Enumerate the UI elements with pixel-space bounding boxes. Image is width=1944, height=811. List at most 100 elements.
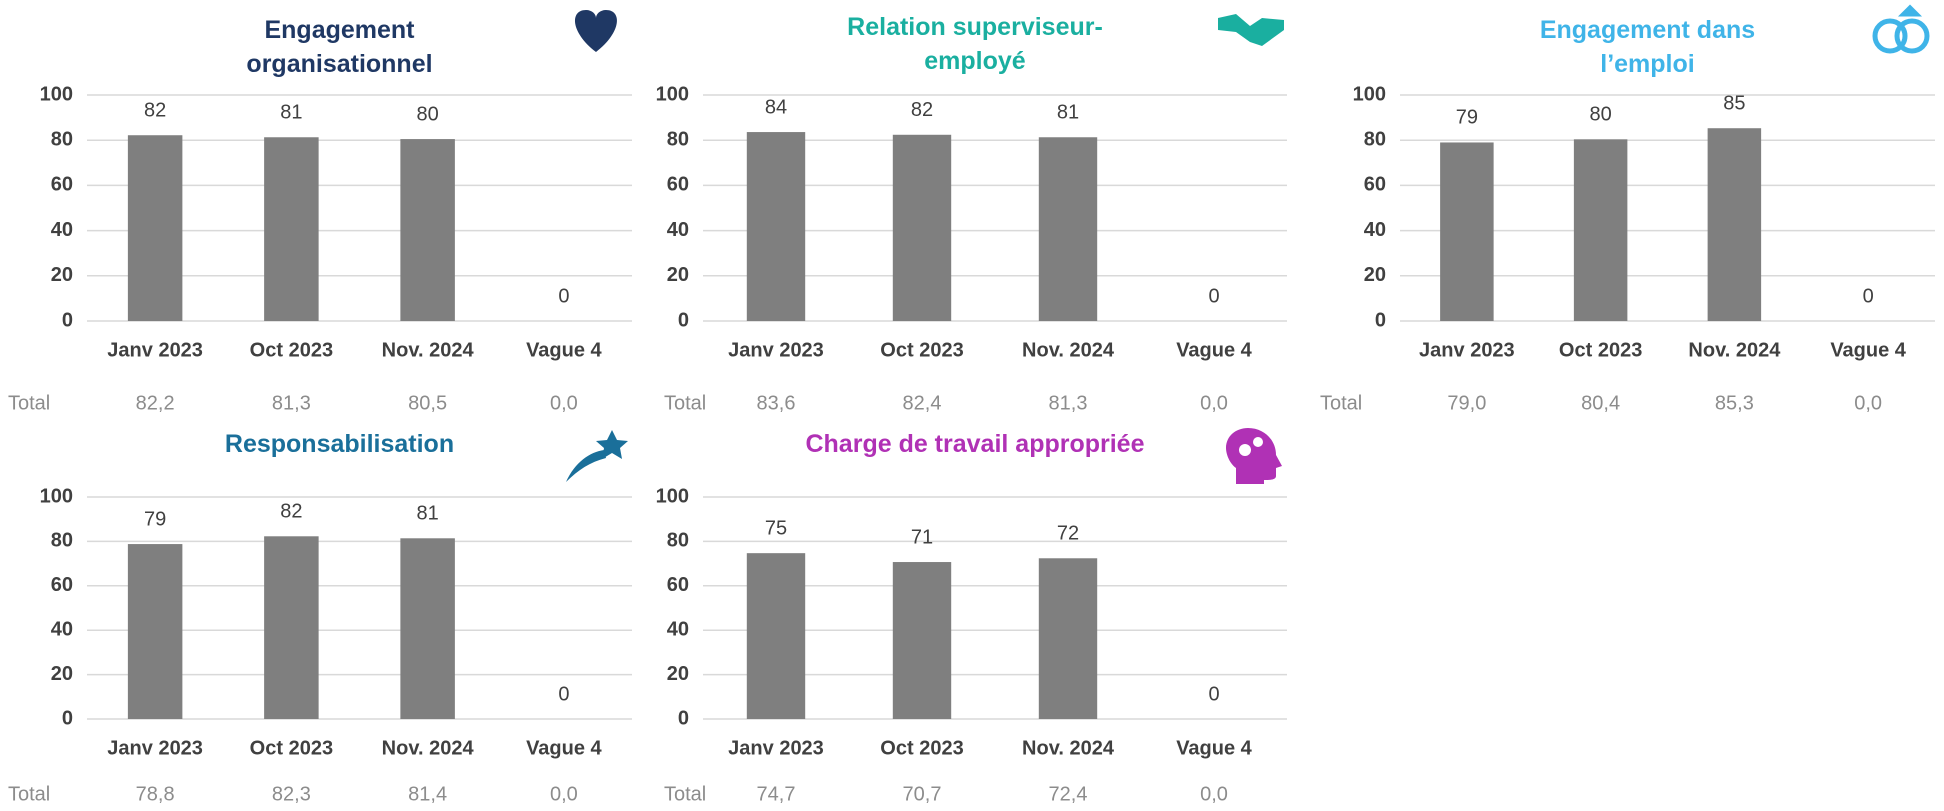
value-label: 0: [1208, 285, 1219, 307]
y-tick-label: 60: [51, 174, 73, 196]
x-tick-label: Nov. 2024: [382, 737, 475, 759]
bar: [892, 562, 952, 719]
y-tick-label: 40: [1364, 219, 1386, 241]
value-label: 0: [1863, 285, 1874, 307]
chart-title: Engagement organisationnel: [246, 16, 433, 78]
y-tick-label: 60: [667, 574, 689, 596]
bar: [1440, 142, 1494, 321]
total-value: 82,2: [136, 392, 175, 414]
x-tick-label: Oct 2023: [880, 339, 963, 361]
bar: [1707, 128, 1762, 321]
bar: [127, 135, 183, 321]
y-tick-label: 40: [51, 219, 73, 241]
bar: [746, 132, 806, 321]
y-tick-label: 20: [51, 264, 73, 286]
total-value: 0,0: [1200, 783, 1228, 805]
y-tick-label: 20: [667, 264, 689, 286]
chart-title: Responsabilisation: [224, 430, 455, 458]
value-label: 82: [144, 100, 166, 122]
y-tick-label: 40: [667, 219, 689, 241]
total-label: Total: [664, 392, 706, 414]
value-label: 80: [417, 103, 439, 125]
value-label: 84: [765, 96, 787, 118]
handshake-icon: [1218, 14, 1284, 46]
y-tick-label: 40: [51, 618, 73, 640]
bar: [1573, 139, 1628, 321]
x-tick-label: Janv 2023: [1419, 339, 1515, 361]
x-tick-label: Oct 2023: [880, 737, 963, 759]
y-tick-label: 20: [1364, 264, 1386, 286]
y-tick-label: 80: [51, 530, 73, 552]
bar: [892, 134, 952, 321]
y-tick-label: 40: [667, 618, 689, 640]
x-tick-label: Janv 2023: [107, 339, 203, 361]
x-tick-label: Oct 2023: [250, 339, 333, 361]
y-tick-label: 20: [667, 663, 689, 685]
total-label: Total: [8, 392, 50, 414]
heart-icon: [575, 10, 617, 52]
total-value: 83,6: [757, 392, 796, 414]
y-tick-label: 100: [656, 485, 689, 507]
chart-title: Engagement dans l’emploi: [1539, 16, 1756, 78]
bar: [1038, 137, 1098, 321]
total-value: 81,3: [272, 392, 311, 414]
y-tick-label: 80: [51, 128, 73, 150]
total-value: 72,4: [1049, 783, 1088, 805]
x-tick-label: Nov. 2024: [1022, 339, 1115, 361]
y-tick-label: 100: [1353, 83, 1386, 105]
chart-title: Charge de travail appropriée: [805, 430, 1145, 458]
total-value: 0,0: [550, 392, 578, 414]
head-icon: [1226, 428, 1282, 484]
y-tick-label: 0: [1375, 309, 1386, 331]
total-value: 79,0: [1447, 392, 1486, 414]
total-value: 74,7: [757, 783, 796, 805]
total-value: 81,4: [408, 783, 447, 805]
value-label: 0: [558, 683, 569, 705]
y-tick-label: 100: [40, 83, 73, 105]
x-tick-label: Janv 2023: [728, 339, 824, 361]
total-value: 80,4: [1581, 392, 1620, 414]
x-tick-label: Janv 2023: [107, 737, 203, 759]
bar: [1038, 558, 1098, 719]
value-label: 71: [911, 526, 933, 548]
x-tick-label: Nov. 2024: [382, 339, 475, 361]
value-label: 79: [1456, 107, 1478, 129]
x-tick-label: Vague 4: [526, 737, 602, 759]
rings-icon: [1872, 4, 1930, 54]
x-tick-label: Vague 4: [1830, 339, 1906, 361]
value-label: 0: [1208, 683, 1219, 705]
total-value: 80,5: [408, 392, 447, 414]
y-tick-label: 20: [51, 663, 73, 685]
value-label: 82: [280, 501, 302, 523]
bar: [264, 536, 319, 719]
bar: [400, 139, 455, 321]
total-value: 70,7: [903, 783, 942, 805]
x-tick-label: Vague 4: [1176, 339, 1252, 361]
star-icon: [566, 430, 628, 482]
total-value: 0,0: [1200, 392, 1228, 414]
total-value: 0,0: [550, 783, 578, 805]
y-tick-label: 100: [656, 83, 689, 105]
value-label: 85: [1723, 93, 1745, 115]
value-label: 75: [765, 517, 787, 539]
y-tick-label: 60: [667, 174, 689, 196]
total-value: 85,3: [1715, 392, 1754, 414]
chart-title: Relation superviseur-employé: [847, 13, 1103, 75]
bar: [746, 553, 806, 719]
x-tick-label: Oct 2023: [250, 737, 333, 759]
x-tick-label: Nov. 2024: [1022, 737, 1115, 759]
y-tick-label: 0: [678, 309, 689, 331]
x-tick-label: Vague 4: [526, 339, 602, 361]
value-label: 0: [558, 285, 569, 307]
total-label: Total: [1320, 392, 1362, 414]
total-label: Total: [8, 783, 50, 805]
x-tick-label: Janv 2023: [728, 737, 824, 759]
y-tick-label: 60: [1364, 174, 1386, 196]
value-label: 81: [417, 503, 439, 525]
x-tick-label: Oct 2023: [1559, 339, 1642, 361]
total-value: 0,0: [1854, 392, 1882, 414]
total-value: 82,3: [272, 783, 311, 805]
x-tick-label: Nov. 2024: [1688, 339, 1781, 361]
y-tick-label: 80: [1364, 128, 1386, 150]
